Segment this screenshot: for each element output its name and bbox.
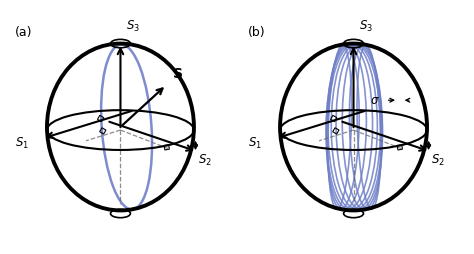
- Text: $S_1$: $S_1$: [248, 136, 262, 151]
- Text: $S_3$: $S_3$: [359, 19, 373, 34]
- Text: (b): (b): [248, 26, 265, 39]
- Text: $S_2$: $S_2$: [431, 153, 445, 168]
- Text: $\mathbf{S}$: $\mathbf{S}$: [172, 67, 183, 81]
- Text: $\sigma$: $\sigma$: [370, 94, 380, 107]
- Text: $S_3$: $S_3$: [126, 19, 140, 34]
- Text: $S_2$: $S_2$: [198, 153, 212, 168]
- Text: (a): (a): [15, 26, 32, 39]
- Text: $S_1$: $S_1$: [15, 136, 29, 151]
